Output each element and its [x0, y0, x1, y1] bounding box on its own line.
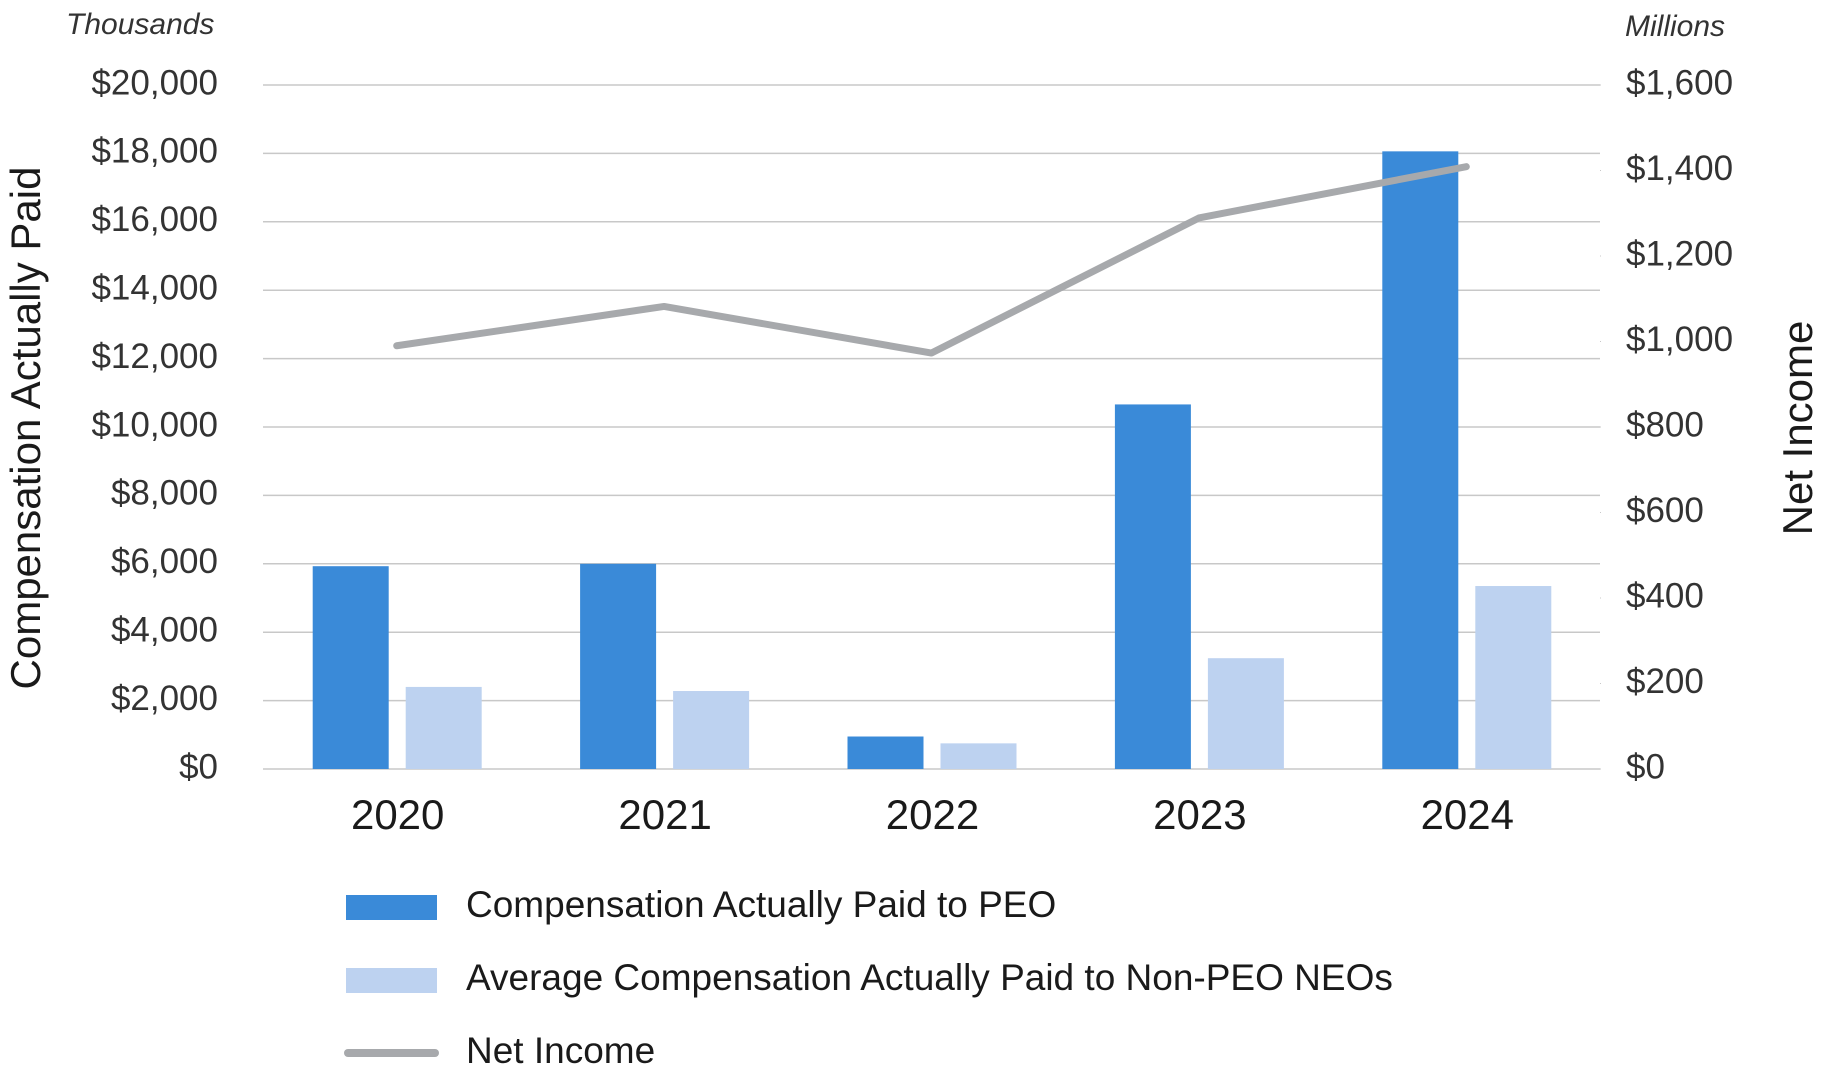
bar [1475, 586, 1552, 769]
x-tick-label: 2024 [1421, 791, 1514, 838]
legend-label: Compensation Actually Paid to PEO [466, 884, 1056, 925]
x-tick-label: 2020 [351, 791, 444, 838]
y-tick-label: $6,000 [111, 542, 218, 581]
bar [580, 563, 657, 769]
y-tick-label: $14,000 [91, 268, 218, 307]
y2-tick-label: $400 [1626, 576, 1704, 615]
y-tick-label: $0 [179, 747, 218, 786]
bar [940, 743, 1017, 769]
y2-tick-label: $600 [1626, 491, 1704, 530]
y2-unit: Millions [1625, 10, 1725, 43]
legend-swatch [346, 895, 437, 920]
y-axis-title: Compensation Actually Paid [2, 167, 49, 690]
y-tick-label: $12,000 [91, 337, 218, 376]
y-tick-label: $4,000 [111, 610, 218, 649]
y2-tick-label: $1,000 [1626, 320, 1733, 359]
y2-tick-label: $1,600 [1626, 63, 1733, 102]
bar [312, 566, 389, 769]
x-tick-label: 2021 [618, 791, 711, 838]
y-tick-label: $18,000 [91, 132, 218, 171]
y-unit: Thousands [66, 8, 214, 41]
bar [1114, 404, 1191, 769]
y2-axis-title: Net Income [1774, 321, 1821, 536]
y2-tick-label: $200 [1626, 662, 1704, 701]
x-tick-label: 2022 [886, 791, 979, 838]
bar [1207, 658, 1284, 769]
y-tick-label: $8,000 [111, 474, 218, 513]
y2-tick-label: $0 [1626, 747, 1665, 786]
legend-label: Average Compensation Actually Paid to No… [466, 957, 1393, 998]
y-tick-label: $10,000 [91, 405, 218, 444]
legend-label: Net Income [466, 1030, 655, 1070]
x-tick-label: 2023 [1153, 791, 1246, 838]
y-tick-label: $20,000 [91, 63, 218, 102]
y2-tick-label: $1,200 [1626, 234, 1733, 273]
bar [1382, 151, 1459, 769]
legend-swatch [346, 968, 437, 993]
bar [847, 736, 924, 769]
line [393, 163, 1470, 357]
y-tick-label: $16,000 [91, 200, 218, 239]
y-tick-label: $2,000 [111, 679, 218, 718]
y2-tick-label: $800 [1626, 405, 1704, 444]
bar [673, 691, 750, 769]
bar [405, 686, 482, 769]
y2-tick-label: $1,400 [1626, 149, 1733, 188]
